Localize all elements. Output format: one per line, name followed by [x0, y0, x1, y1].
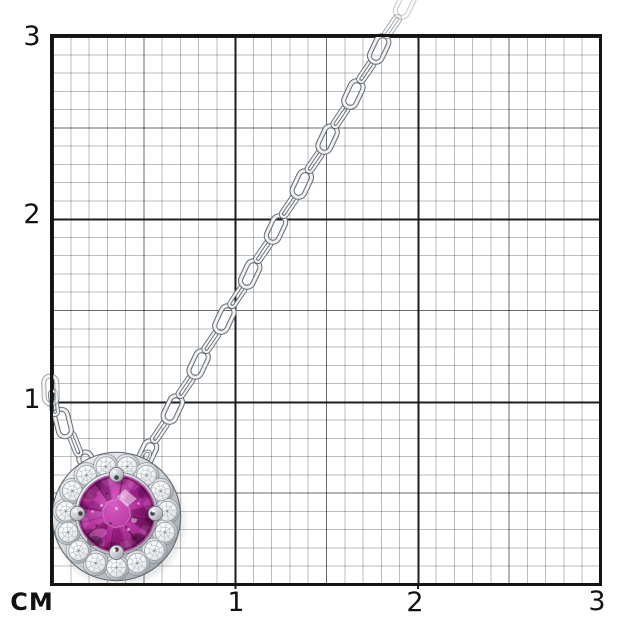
stone-facet: [129, 516, 154, 532]
stone-star-line: [124, 525, 139, 545]
prong: [69, 505, 86, 522]
unit-label-cm: CM: [10, 588, 54, 616]
stone-facet: [84, 483, 107, 506]
chain-right-strand: [134, 0, 418, 470]
stone-sparkle: [121, 495, 124, 498]
stone-facet: [86, 523, 109, 546]
bottom-tick-1cm: [234, 584, 237, 589]
stone-crown-facet: [82, 528, 96, 542]
halo-diamond: [85, 552, 107, 574]
prongs: [69, 466, 164, 561]
halo-diamond: [126, 552, 148, 574]
halo-diamond: [106, 557, 127, 578]
stone-facet: [79, 495, 104, 511]
y-axis-label-2: 2: [23, 199, 41, 230]
chain-link: [392, 0, 418, 20]
halo-diamond: [144, 540, 165, 561]
prong: [147, 505, 164, 522]
stone-sparkle: [91, 510, 94, 513]
stone-crown-facet: [127, 477, 142, 491]
stone-crown-facet: [80, 488, 94, 503]
stone-star-line: [85, 521, 105, 536]
stone-star-line: [94, 482, 109, 502]
stone-sparkle: [133, 516, 136, 519]
stone-crown-facet: [139, 524, 153, 539]
stone-crown-facet: [88, 479, 102, 493]
stone-dark-patch: [131, 533, 145, 541]
stone-facet: [128, 491, 153, 509]
stone-star-line: [79, 506, 103, 512]
stone-sparkle: [95, 524, 98, 527]
stone-sparkle: [127, 528, 130, 531]
x-axis-label-2: 2: [406, 587, 424, 618]
stone-dark-patch: [83, 491, 97, 499]
stone-facet: [121, 525, 139, 550]
stone-sparkle: [114, 506, 119, 511]
halo-diamond: [57, 521, 79, 543]
halo-diamond: [61, 480, 83, 502]
x-axis-label-3: 3: [588, 586, 606, 617]
gemstone-facets: [78, 475, 155, 552]
axis-ticks: [234, 584, 419, 589]
bottom-tick-2cm: [417, 584, 419, 589]
stone-star-line: [109, 527, 115, 551]
stone-sparkle: [109, 522, 112, 525]
x-axis-label-1: 1: [227, 587, 245, 618]
stone-crown-facet: [131, 534, 145, 548]
prong: [108, 544, 125, 561]
stone-facet: [126, 521, 149, 544]
y-axis-label-3: 3: [23, 21, 41, 52]
stone-crown-facet: [91, 536, 106, 550]
stone-highlight: [117, 489, 137, 507]
stone-dark-patch: [87, 536, 103, 546]
stone-highlight: [131, 517, 137, 523]
prong: [108, 466, 125, 483]
stone-sparkle: [100, 504, 103, 507]
halo-diamond: [154, 521, 176, 543]
halo-pendant: [51, 451, 185, 586]
stone-sparkle: [137, 502, 140, 505]
y-axis-label-1: 1: [23, 384, 41, 415]
purple-gemstone: [78, 475, 155, 552]
stone-sparkle: [105, 492, 108, 495]
stone-facet: [94, 477, 112, 502]
stone-facet: [98, 526, 114, 551]
halo-diamond: [68, 540, 89, 561]
stone-crown-facet: [137, 485, 151, 499]
stone-glow: [89, 528, 107, 540]
halo-diamond: [150, 480, 172, 502]
stone-facet: [80, 518, 105, 536]
